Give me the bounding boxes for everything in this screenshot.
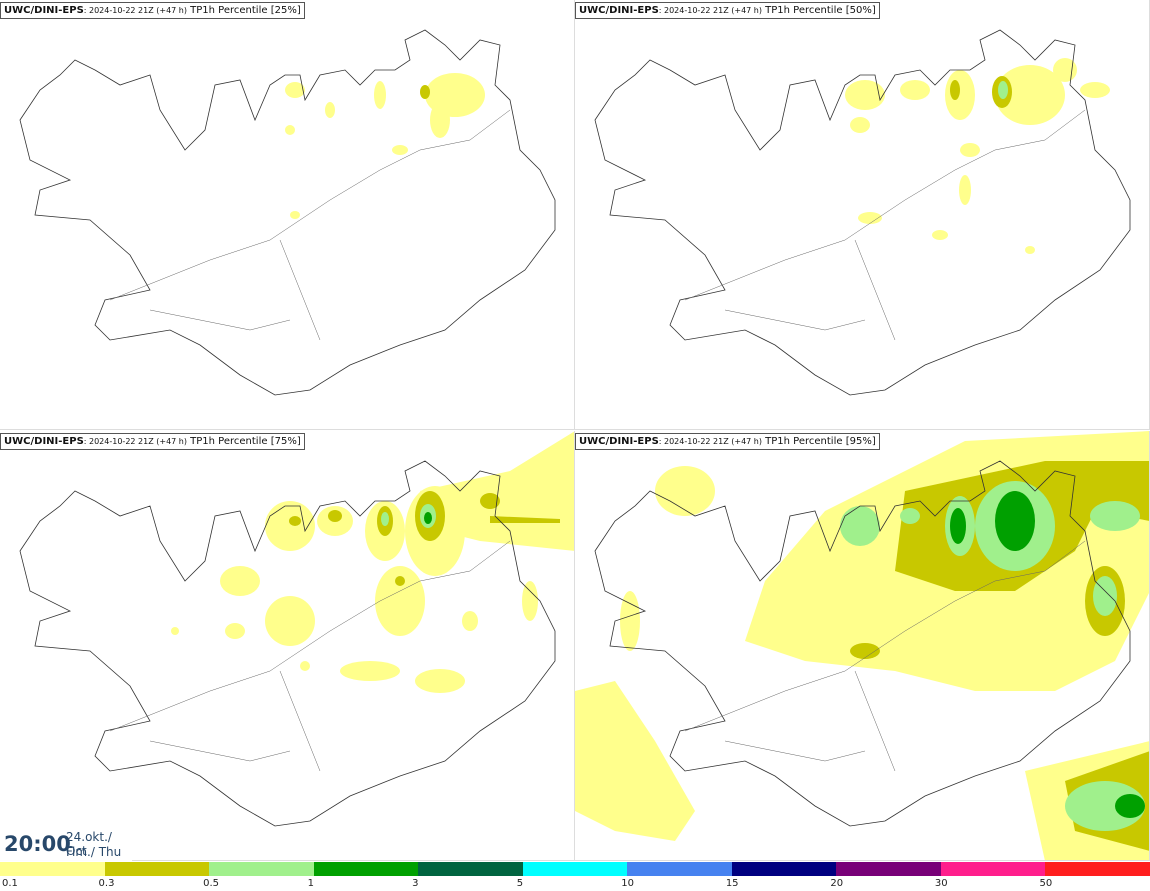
map-panel-p95: UWC/DINI-EPS: 2024-10-22 21Z (+47 h) TP1… — [575, 431, 1150, 861]
legend-label: 5 — [516, 878, 524, 889]
legend-swatch — [104, 862, 210, 876]
legend-label: 3 — [412, 878, 419, 889]
legend-label: 15 — [725, 878, 739, 889]
legend-label: 10 — [621, 878, 634, 889]
map-panel-p75: UWC/DINI-EPS: 2024-10-22 21Z (+47 h) TP1… — [0, 431, 575, 861]
legend-label: 0.1 — [2, 878, 18, 889]
legend-swatch — [418, 862, 523, 876]
valid-day: Fim./ Thu — [66, 845, 122, 859]
panel-title: UWC/DINI-EPS: 2024-10-22 21Z (+47 h) TP1… — [0, 433, 305, 450]
legend-label: 0.3 — [98, 878, 115, 889]
legend-swatch — [940, 862, 1046, 876]
valid-time: 20:00 — [4, 832, 71, 856]
valid-date: 24.okt./ Oct — [66, 830, 112, 858]
legend-swatch — [313, 862, 419, 876]
legend-swatch — [209, 862, 314, 876]
legend-label: 1 — [307, 878, 314, 889]
legend-swatch — [731, 862, 837, 876]
iceland-map — [19, 431, 574, 827]
iceland-map — [594, 29, 1131, 396]
legend-label: 30 — [934, 878, 948, 889]
panel-title: UWC/DINI-EPS: 2024-10-22 21Z (+47 h) TP1… — [575, 2, 880, 19]
panel-title: UWC/DINI-EPS: 2024-10-22 21Z (+47 h) TP1… — [0, 2, 305, 19]
iceland-map — [575, 431, 1149, 860]
legend-swatch — [836, 862, 941, 876]
map-panel-p25: UWC/DINI-EPS: 2024-10-22 21Z (+47 h) TP1… — [0, 0, 575, 430]
panel-title: UWC/DINI-EPS: 2024-10-22 21Z (+47 h) TP1… — [575, 433, 880, 450]
legend-label: 20 — [830, 878, 844, 889]
legend-swatch — [1045, 862, 1150, 876]
legend-swatch — [0, 862, 105, 876]
legend-swatch — [522, 862, 628, 876]
valid-time-box: 20:00 24.okt./ Oct Fim./ Thu — [0, 826, 132, 862]
precip-areas — [285, 73, 485, 219]
color-legend: 0.1 0.3 0.5 1 3 5 10 15 20 30 50 — [0, 862, 1150, 891]
map-panel-p50: UWC/DINI-EPS: 2024-10-22 21Z (+47 h) TP1… — [575, 0, 1150, 430]
legend-label: 0.5 — [203, 878, 219, 889]
legend-swatch — [627, 862, 732, 876]
iceland-map — [19, 29, 556, 396]
legend-label: 50 — [1039, 878, 1053, 889]
legend-bar — [0, 862, 1150, 876]
